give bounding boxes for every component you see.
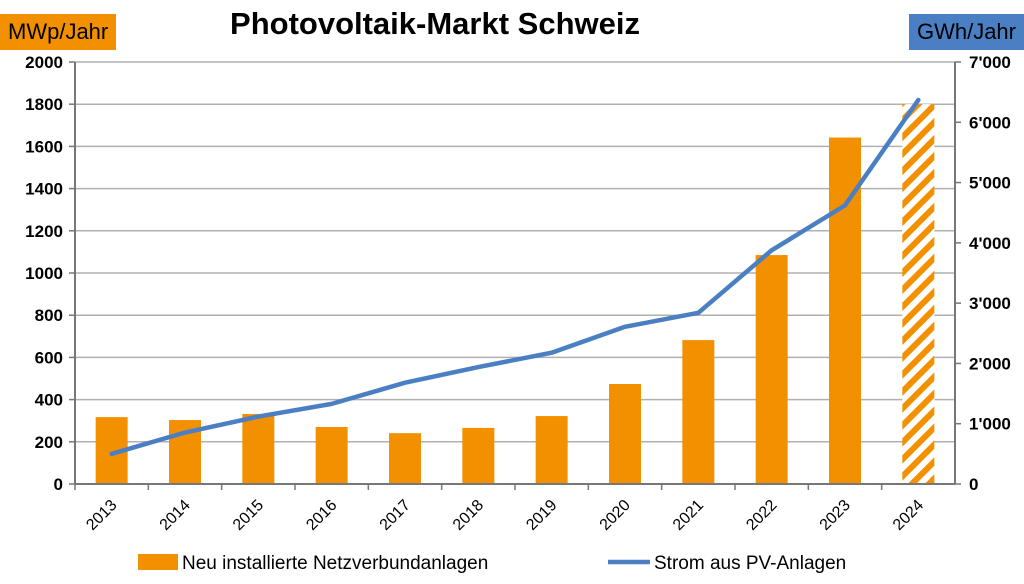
left-tick-label: 0	[54, 475, 63, 494]
bar-2016	[315, 427, 348, 484]
x-tick-label: 2018	[450, 497, 487, 534]
left-tick-label: 1800	[25, 95, 63, 114]
legend-bar-label: Neu installierte Netzverbundanlagen	[182, 553, 488, 574]
bar-2018	[462, 427, 495, 484]
right-tick-label: 4'000	[969, 234, 1011, 253]
x-tick-label: 2017	[377, 497, 414, 534]
left-tick-label: 800	[35, 306, 63, 325]
legend-line-label: Strom aus PV-Anlagen	[654, 553, 846, 574]
x-tick-label: 2020	[597, 497, 634, 534]
x-tick-label: 2021	[670, 497, 707, 534]
chart-title: Photovoltaik-Markt Schweiz	[230, 6, 640, 41]
bar-2021	[682, 340, 715, 484]
bar-2024	[902, 104, 935, 484]
right-tick-label: 1'000	[969, 415, 1011, 434]
x-tick-label: 2023	[817, 497, 854, 534]
x-tick-label: 2013	[83, 497, 120, 534]
x-tick-label: 2019	[523, 497, 560, 534]
left-tick-label: 1600	[25, 137, 63, 156]
x-tick-label: 2024	[890, 497, 927, 534]
line-series	[109, 97, 921, 457]
left-tick-label: 1200	[25, 222, 63, 241]
legend-bar-swatch	[138, 554, 178, 570]
left-tick-label: 400	[35, 391, 63, 410]
bar-2022	[755, 255, 788, 484]
bar-2019	[535, 416, 568, 484]
x-tick-label: 2016	[303, 497, 340, 534]
left-tick-label: 1000	[25, 264, 63, 283]
left-tick-label: 200	[35, 433, 63, 452]
bar-2023	[829, 137, 861, 484]
right-tick-label: 5'000	[969, 174, 1011, 193]
left-tick-label: 1400	[25, 180, 63, 199]
left-tick-label: 2000	[25, 53, 63, 72]
bar-2020	[609, 383, 641, 484]
x-tick-label: 2014	[157, 497, 194, 534]
right-tick-label: 7'000	[969, 53, 1011, 72]
left-tick-label: 600	[35, 348, 63, 367]
left-axis-unit: MWp/Jahr	[0, 14, 117, 50]
bar-2017	[389, 433, 421, 484]
right-axis-unit: GWh/Jahr	[908, 14, 1024, 50]
right-tick-label: 0	[969, 475, 978, 494]
right-tick-label: 6'000	[969, 113, 1011, 132]
right-tick-label: 3'000	[969, 294, 1011, 313]
right-tick-label: 2'000	[969, 354, 1011, 373]
x-tick-label: 2015	[230, 497, 267, 534]
x-tick-label: 2022	[743, 497, 780, 534]
bar-2015	[242, 413, 275, 484]
